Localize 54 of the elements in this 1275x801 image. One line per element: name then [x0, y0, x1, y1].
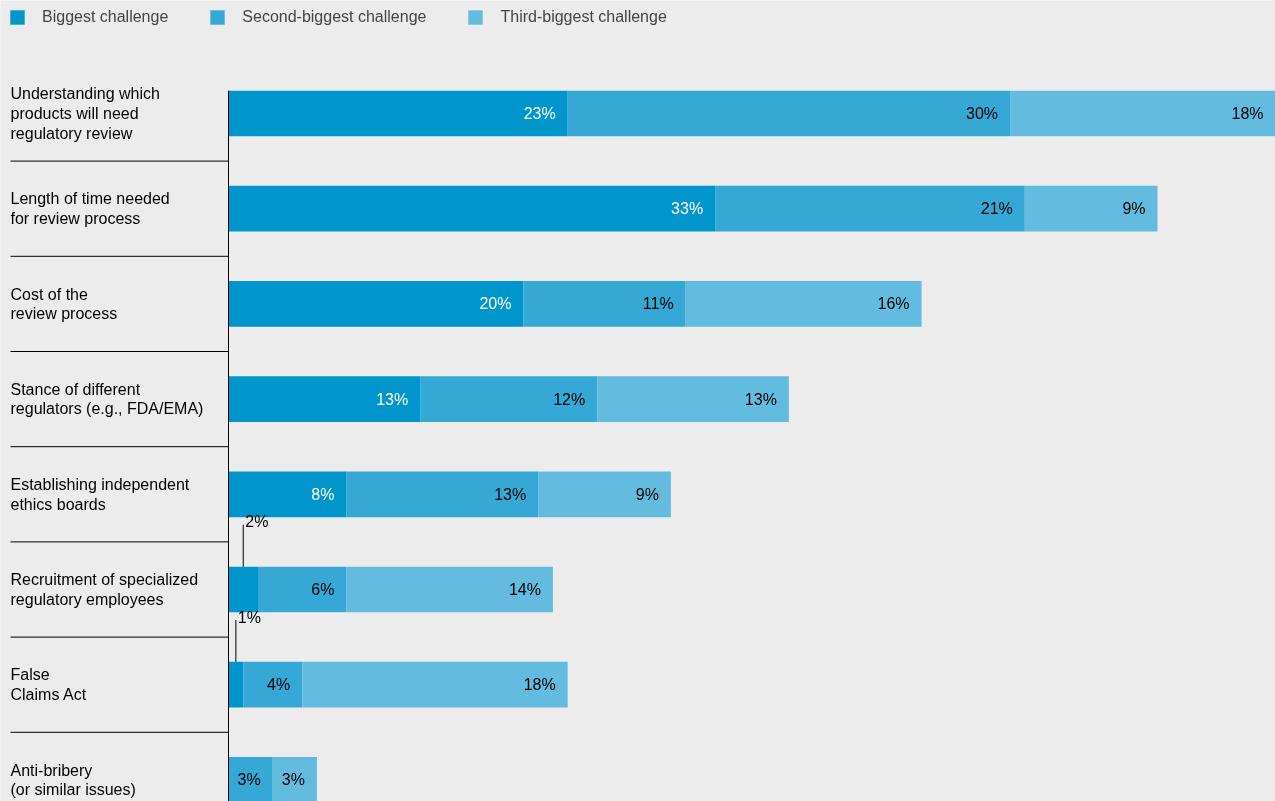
- data-label: 4%: [267, 676, 291, 694]
- data-label: 23%: [523, 105, 556, 122]
- y-tick-label: Length of time needed for review process: [10, 190, 170, 227]
- data-label: 13%: [376, 390, 409, 408]
- bar: [243, 661, 303, 708]
- bar: [523, 281, 686, 327]
- bar: [1010, 90, 1275, 137]
- legend-label: Second-biggest challenge: [242, 8, 427, 26]
- data-label: 18%: [523, 676, 556, 694]
- bar: [1024, 185, 1158, 232]
- bar: [538, 471, 671, 518]
- bar: [567, 90, 1011, 137]
- data-label: 11%: [642, 295, 674, 313]
- bar: [715, 185, 1025, 232]
- data-label: 33%: [671, 200, 704, 218]
- y-tick-label: False Claims Act: [10, 666, 87, 703]
- bar: [228, 376, 421, 422]
- data-label: 13%: [494, 485, 527, 503]
- bar: [346, 471, 539, 518]
- data-label: 6%: [311, 581, 335, 598]
- data-label: 9%: [635, 485, 659, 503]
- bar: [597, 376, 789, 422]
- bar: [228, 185, 716, 232]
- y-tick-label: Establishing independent ethics boards: [10, 476, 190, 513]
- bar: [420, 376, 598, 422]
- data-label: 30%: [966, 105, 999, 122]
- bar: [257, 566, 347, 613]
- bar: [228, 281, 524, 327]
- y-tick-label: Recruitment of specialized regulatory employees: [10, 571, 199, 608]
- bar: [228, 661, 244, 708]
- data-label: 18%: [1231, 105, 1264, 122]
- data-label: 20%: [479, 295, 512, 313]
- data-label: 8%: [311, 485, 335, 503]
- bar: [228, 566, 258, 613]
- legend-label: Third-biggest challenge: [500, 8, 667, 26]
- y-tick-label: Stance of different regulators (e.g., FDA/EMA): [10, 380, 204, 418]
- data-label: 13%: [744, 390, 777, 408]
- data-label: 2%: [245, 513, 269, 531]
- data-label: 12%: [553, 390, 586, 408]
- bar: [228, 90, 568, 137]
- data-label: 14%: [508, 581, 541, 598]
- data-label: 3%: [281, 771, 305, 789]
- y-tick-label: Anti-bribery (or similar issues): [10, 761, 136, 799]
- data-label: 21%: [980, 200, 1013, 218]
- data-label: 9%: [1122, 200, 1146, 218]
- data-label: 3%: [237, 771, 261, 789]
- y-tick-label: Understanding which products will need regulatory review: [10, 85, 160, 142]
- bar: [302, 661, 568, 708]
- y-tick-label: Cost of the review process: [10, 285, 118, 323]
- bar: [346, 566, 553, 613]
- legend-label: Biggest challenge: [42, 8, 169, 26]
- bar: [685, 281, 922, 327]
- data-label: 1%: [237, 608, 261, 626]
- data-label: 16%: [877, 295, 910, 313]
